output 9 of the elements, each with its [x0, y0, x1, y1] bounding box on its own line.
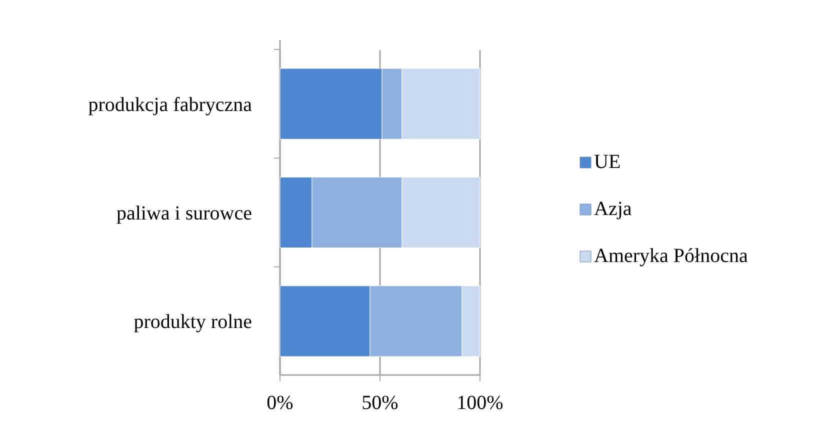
x-tick-label: 50%	[362, 392, 398, 414]
y-tick-label: paliwa i surowce	[116, 202, 252, 224]
legend-label: UE	[594, 151, 621, 173]
legend-label: Azja	[594, 198, 632, 220]
x-tick-label: 0%	[266, 392, 294, 414]
x-tick-label: 100%	[456, 392, 504, 414]
legend-label: Ameryka Północna	[594, 245, 748, 267]
y-tick-label: produkcja fabryczna	[88, 94, 252, 116]
y-tick-label: produkty rolne	[134, 311, 252, 334]
